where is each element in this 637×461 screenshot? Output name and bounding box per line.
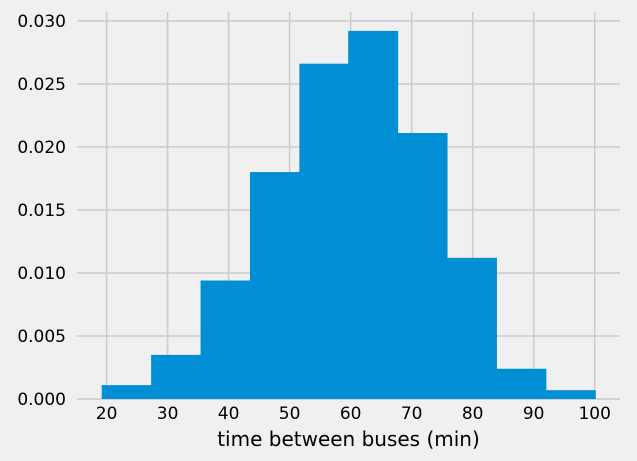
x-tick-label: 100 <box>578 404 610 424</box>
y-tick-label: 0.025 <box>17 75 66 95</box>
histogram-bar <box>496 368 547 399</box>
y-axis-ticks: 0.000 0.005 0.010 0.015 0.020 0.025 0.030 <box>17 12 66 410</box>
x-axis-ticks: 20 30 40 50 60 70 80 90 100 <box>96 404 611 424</box>
y-tick-label: 0.000 <box>17 390 66 410</box>
y-tick-label: 0.010 <box>17 264 66 284</box>
histogram-bar <box>545 390 596 399</box>
histogram-bar <box>299 63 349 399</box>
y-tick-label: 0.015 <box>17 201 66 221</box>
x-tick-label: 80 <box>462 404 484 424</box>
x-tick-label: 40 <box>218 404 240 424</box>
histogram-bar <box>397 133 448 399</box>
histogram-bar <box>101 385 152 399</box>
x-tick-label: 90 <box>523 404 545 424</box>
x-tick-label: 60 <box>340 404 362 424</box>
histogram-bar <box>348 30 399 400</box>
histogram-bars <box>101 30 596 400</box>
x-axis-label: time between buses (min) <box>217 427 480 451</box>
y-tick-label: 0.030 <box>17 12 66 32</box>
x-tick-label: 20 <box>96 404 118 424</box>
histogram-bar <box>447 257 497 399</box>
histogram-bar <box>200 280 251 399</box>
histogram-bar <box>249 172 300 399</box>
histogram-bar <box>151 354 202 399</box>
y-tick-label: 0.005 <box>17 327 66 347</box>
x-tick-label: 30 <box>157 404 179 424</box>
x-tick-label: 50 <box>279 404 301 424</box>
y-tick-label: 0.020 <box>17 138 66 158</box>
x-tick-label: 70 <box>401 404 423 424</box>
